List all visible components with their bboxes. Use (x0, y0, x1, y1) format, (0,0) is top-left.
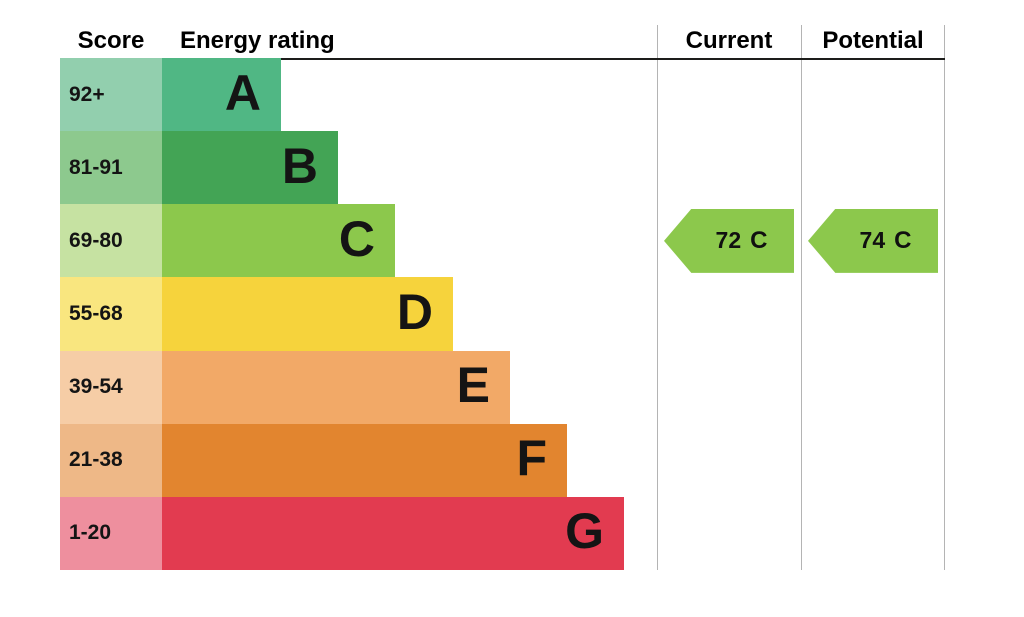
score-range-e: 39-54 (60, 350, 162, 424)
score-range-b: 81-91 (60, 131, 162, 205)
potential-rating-arrow: 74 C (808, 208, 938, 273)
score-range-f: 21-38 (60, 423, 162, 497)
rating-bar-f: F (162, 423, 567, 497)
current-column-divider-left (657, 25, 658, 570)
rating-bar-e: E (162, 350, 510, 424)
rating-bar-a: A (162, 58, 281, 132)
rating-letter-a: A (224, 64, 261, 121)
potential-column-divider-right (944, 25, 945, 570)
rating-bar-d: D (162, 277, 453, 351)
score-range-c: 69-80 (60, 204, 162, 278)
rating-bar-g: G (162, 496, 624, 570)
header-score: Score (77, 27, 145, 54)
band-row-g: 1-20 G (60, 496, 657, 570)
score-range-a: 92+ (60, 58, 162, 132)
bands: 92+ A 81-91 B 69-80 C 55-68 D 39-54 E 21-38 F 1-20 G (60, 58, 657, 570)
score-range-d: 55-68 (60, 277, 162, 351)
header-potential: Potential (822, 27, 924, 54)
rating-letter-c: C (338, 210, 375, 267)
current-rating-value: 72 (715, 227, 742, 254)
chart-header: Score Energy rating Current Potential (60, 25, 945, 60)
rating-bar-c: C (162, 204, 395, 278)
band-row-b: 81-91 B (60, 131, 657, 205)
rating-letter-b: B (281, 137, 318, 194)
band-row-f: 21-38 F (60, 423, 657, 497)
band-row-a: 92+ A (60, 58, 657, 132)
rating-letter-d: D (396, 283, 433, 340)
potential-column-divider-left (801, 25, 802, 570)
header-current: Current (685, 27, 773, 54)
potential-rating-value: 74 (859, 227, 886, 254)
potential-rating-band: C (894, 226, 912, 254)
current-rating-band: C (750, 226, 768, 254)
rating-bar-b: B (162, 131, 338, 205)
epc-rating-chart: Score Energy rating Current Potential 92… (60, 25, 945, 570)
header-energy-rating: Energy rating (180, 27, 335, 54)
rating-letter-e: E (456, 357, 490, 414)
band-row-d: 55-68 D (60, 277, 657, 351)
band-row-e: 39-54 E (60, 350, 657, 424)
rating-letter-f: F (516, 430, 547, 487)
score-range-g: 1-20 (60, 496, 162, 570)
rating-letter-g: G (565, 503, 604, 560)
band-row-c: 69-80 C (60, 204, 657, 278)
current-rating-arrow: 72 C (664, 208, 794, 273)
